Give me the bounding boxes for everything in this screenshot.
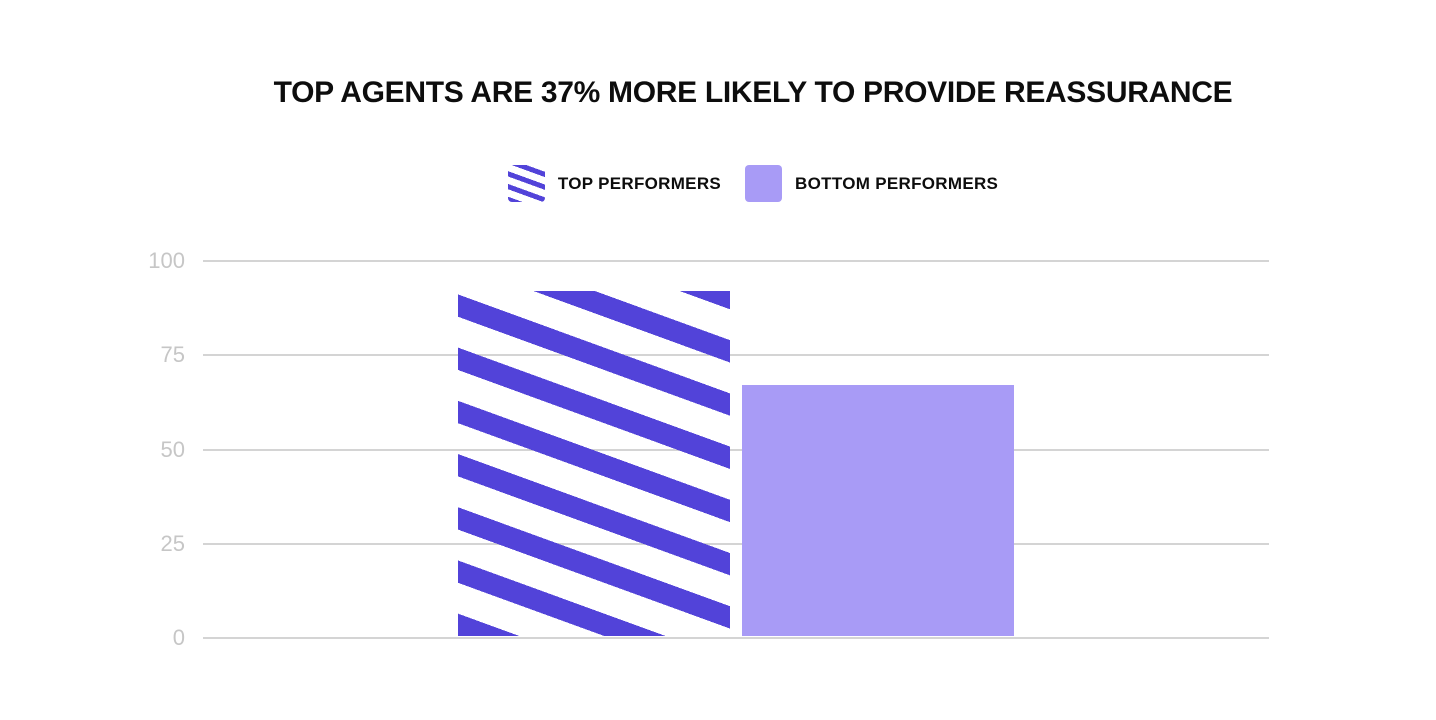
y-axis-tick-label: 75 xyxy=(160,342,185,368)
gridline: 25 xyxy=(161,532,1269,554)
plot-area: 0 25 50 75 100 xyxy=(148,250,1269,649)
gridline: 50 xyxy=(161,438,1269,460)
legend-swatch-striped xyxy=(507,165,545,202)
legend: TOP PERFORMERS BOTTOM PERFORMERS xyxy=(90,165,1416,202)
y-axis-tick-label: 100 xyxy=(148,248,185,273)
legend-swatch-solid xyxy=(745,165,783,202)
legend-item-top-performers: TOP PERFORMERS xyxy=(507,165,722,202)
bar-bottom-performers xyxy=(742,384,1014,636)
chart-title: TOP AGENTS ARE 37% MORE LIKELY TO PROVID… xyxy=(273,76,1233,109)
gridline: 75 xyxy=(161,344,1269,366)
bar-top-performers xyxy=(458,291,730,636)
legend-label-top-performers: TOP PERFORMERS xyxy=(557,173,722,193)
legend-label-bottom-performers: BOTTOM PERFORMERS xyxy=(795,173,999,193)
gridline: 100 xyxy=(148,250,1269,272)
y-axis-tick-label: 50 xyxy=(160,436,185,462)
gridline: 0 xyxy=(173,627,1269,649)
y-axis-tick-label: 0 xyxy=(172,625,185,650)
bars xyxy=(203,261,1269,636)
legend-item-bottom-performers: BOTTOM PERFORMERS xyxy=(745,165,998,202)
gridlines: 0 25 50 75 100 xyxy=(148,250,1269,649)
y-axis-tick-label: 25 xyxy=(160,530,185,556)
